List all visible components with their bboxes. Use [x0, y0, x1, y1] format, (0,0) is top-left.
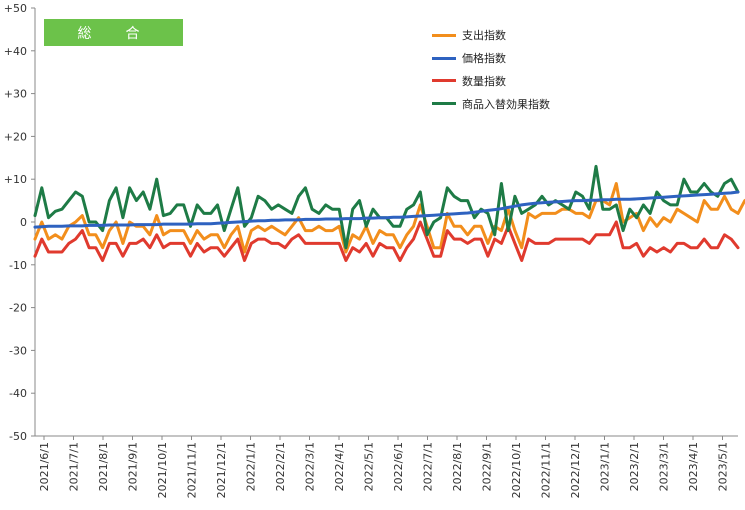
y-tick-label: -10	[9, 259, 27, 272]
x-tick-label: 2022/4/1	[333, 442, 346, 491]
chart-legend: 支出指数 価格指数 数量指数 商品入替効果指数	[432, 24, 550, 115]
x-tick-label: 2021/10/1	[156, 442, 169, 498]
y-tick-label: -40	[9, 387, 27, 400]
series-line-2	[33, 220, 740, 262]
y-tick-label: 0	[20, 216, 27, 229]
x-tick-label: 2023/4/1	[687, 442, 700, 491]
x-tick-label: 2022/3/1	[304, 442, 317, 491]
y-tick-label: +50	[4, 2, 27, 15]
legend-item-product-replacement: 商品入替効果指数	[432, 92, 550, 115]
x-tick-label: 2022/10/1	[510, 442, 523, 498]
legend-item-spending: 支出指数	[432, 24, 550, 47]
x-tick-label: 2022/8/1	[451, 442, 464, 491]
x-tick-label: 2023/5/1	[717, 442, 730, 491]
y-tick-label: +10	[4, 173, 27, 186]
x-tick-label: 2021/8/1	[97, 442, 110, 491]
legend-label-quantity: 数量指数	[462, 74, 506, 88]
legend-label-spending: 支出指数	[462, 29, 506, 43]
series-line-1	[33, 190, 740, 229]
x-tick-label: 2021/11/1	[186, 442, 199, 498]
legend-label-product-replacement: 商品入替効果指数	[462, 97, 550, 111]
x-tick-label: 2022/1/1	[245, 442, 258, 491]
x-tick-label: 2022/6/1	[392, 442, 405, 491]
x-tick-label: 2022/12/1	[569, 442, 582, 498]
legend-swatch-product-replacement	[432, 102, 456, 106]
x-tick-label: 2022/7/1	[422, 442, 435, 491]
panel-title: 総 合	[77, 25, 150, 42]
y-tick-label: -30	[9, 344, 27, 357]
x-tick-label: 2023/2/1	[628, 442, 641, 491]
legend-swatch-spending	[432, 33, 456, 37]
legend-swatch-price	[432, 56, 456, 60]
x-tick-label: 2021/12/1	[215, 442, 228, 498]
y-tick-label: +40	[4, 45, 27, 58]
x-tick-label: 2022/11/1	[540, 442, 553, 498]
y-tick-label: -20	[9, 302, 27, 315]
x-tick-label: 2021/9/1	[127, 442, 140, 491]
legend-item-price: 価格指数	[432, 47, 550, 70]
legend-item-quantity: 数量指数	[432, 70, 550, 93]
x-tick-label: 2022/5/1	[363, 442, 376, 491]
x-tick-label: 2022/2/1	[274, 442, 287, 491]
y-tick-label: +30	[4, 88, 27, 101]
legend-label-price: 価格指数	[462, 52, 506, 66]
y-tick-label: -50	[9, 430, 27, 443]
x-tick-label: 2021/7/1	[68, 442, 81, 491]
x-tick-label: 2022/9/1	[481, 442, 494, 491]
x-tick-label: 2023/3/1	[658, 442, 671, 491]
x-tick-label: 2023/1/1	[599, 442, 612, 491]
legend-swatch-quantity	[432, 79, 456, 83]
panel-title-badge: 総 合	[44, 19, 183, 46]
x-tick-label: 2021/6/1	[38, 442, 51, 491]
y-tick-label: +20	[4, 130, 27, 143]
